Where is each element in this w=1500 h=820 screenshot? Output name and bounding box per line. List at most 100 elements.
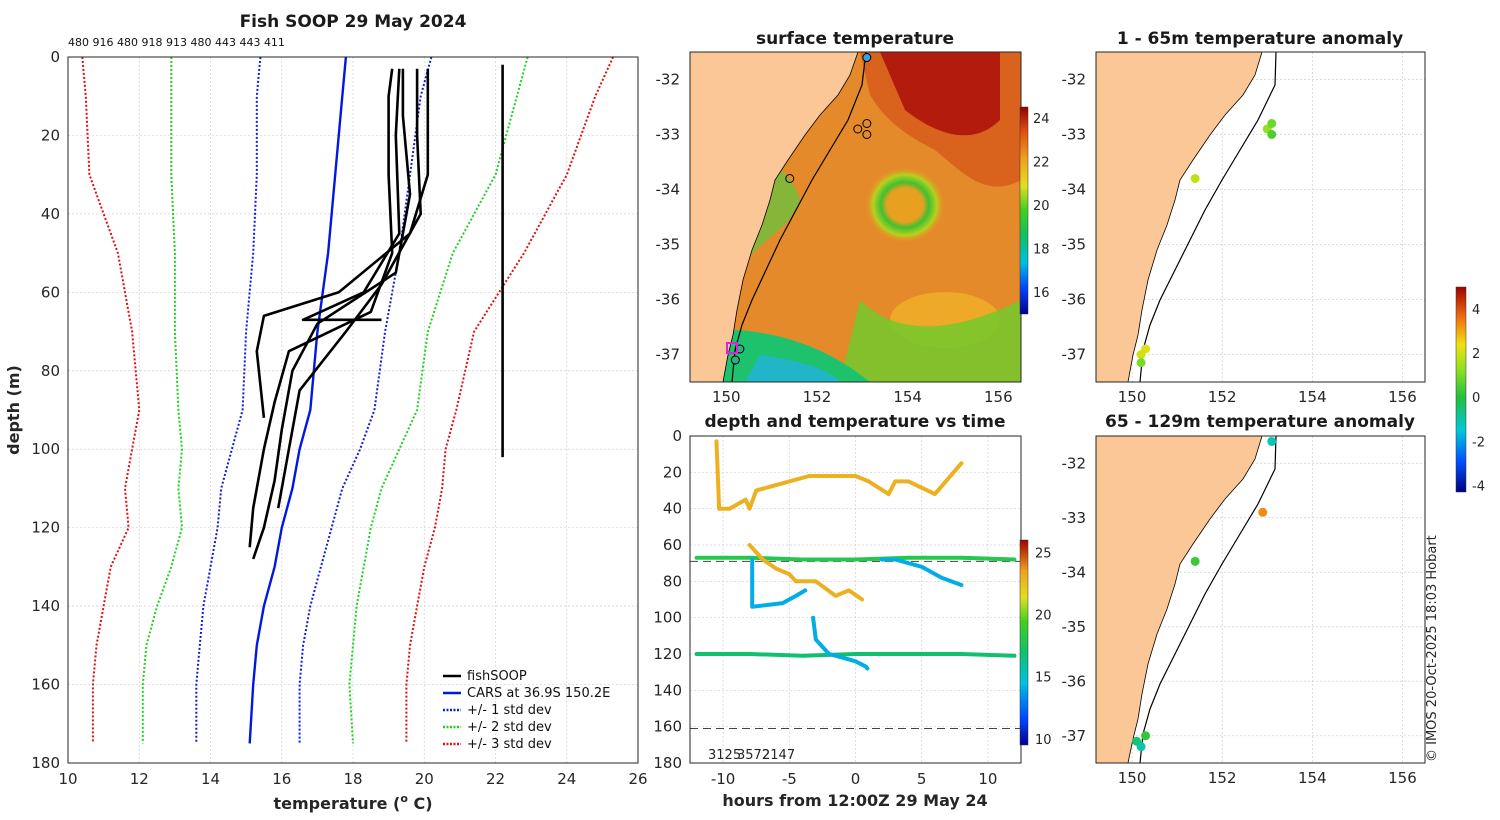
sst-station-marker [862,119,872,128]
profile-legend: fishSOOP CARS at 36.9S 150.2E +/- 1 std … [443,669,610,752]
sst-isobath [731,52,867,382]
anomaly-point [1190,556,1200,566]
profile-ytick: 160 [31,676,60,694]
depth-time-colorbar-label: 10 [1035,733,1052,748]
depth-time-xtick: 5 [917,770,927,788]
map-ytick: -34 [1062,181,1087,199]
map-ytick: -37 [656,346,681,364]
fishsoop-profile [251,68,412,560]
sst-station-marker [730,355,740,365]
profile-xtick: 18 [343,770,362,788]
cars-profile [248,57,348,744]
map-ytick: -35 [1062,236,1087,254]
std1-profile [195,57,262,744]
map-xtick: 154 [1298,769,1327,787]
map-xtick: 152 [1208,769,1237,787]
depth-time-trace [694,555,1017,562]
depth-time-series [690,439,1021,729]
anomaly-shallow-map [1096,52,1277,382]
map-ytick: -37 [1062,346,1087,364]
profile-ytick: 60 [41,283,60,301]
sst-colorbar-label: 16 [1033,286,1050,301]
depth-time-ytick: 80 [663,572,682,590]
depth-time-trace [747,543,865,602]
profile-ytick: 40 [41,205,60,223]
map-xtick: 150 [1118,388,1147,406]
anomaly-point [1267,130,1277,139]
map-ytick: -33 [1062,126,1087,144]
depth-time-trace [694,652,1017,658]
depth-time-xlabel: hours from 12:00Z 29 May 24 [722,791,987,810]
map-ytick: -35 [656,236,681,254]
anomaly-point [1136,358,1146,368]
profile-series [81,57,615,744]
depth-time-trace [750,557,808,609]
profile-ytick: 180 [31,754,60,772]
sst-map-title: surface temperature [756,29,954,49]
depth-time-ytick: 40 [663,500,682,518]
profile-chart-title: Fish SOOP 29 May 2024 [240,12,467,32]
profile-xtick: 10 [58,770,77,788]
depth-time-xtick: -10 [711,770,736,788]
map-xtick: 150 [712,388,741,406]
anomaly-deep-points [1132,436,1277,752]
map-ytick: -36 [656,291,681,309]
depth-time-ytick: 0 [672,427,682,445]
map-xtick: 156 [1388,769,1417,787]
anomaly-colorbar-label: 0 [1472,391,1480,406]
sst-ticks: 150 152 154 156 -32 -33 -34 -35 -36 -37 [656,71,1013,407]
sst-colorbar-ticks: 16 18 20 22 24 [1033,112,1050,301]
anomaly-colorbar-label: -2 [1472,435,1485,450]
depth-time-xtick: 10 [978,770,997,788]
depth-time-ytick: 160 [653,718,682,736]
profile-ytick: 120 [31,519,60,537]
bottom-label-2: 3572 [737,748,770,763]
std2-profile [141,57,183,744]
sst-colorbar-label: 24 [1033,112,1050,127]
depth-time-grid [690,435,1021,764]
depth-time-trace [811,615,870,671]
legend-std2: +/- 2 std dev [467,720,552,735]
map-ytick: -33 [656,126,681,144]
profile-xlabel: temperature (o C) [273,792,432,813]
anomaly-colorbar-label: -4 [1472,479,1485,494]
legend-fishsoop: fishSOOP [467,669,527,684]
sst-current-position [726,342,738,354]
depth-time-xtick: 0 [851,770,861,788]
fishsoop-profile [248,68,394,548]
map-xtick: 152 [1208,388,1237,406]
anomaly-deep-title: 65 - 129m temperature anomaly [1105,412,1415,432]
profile-ytick: 140 [31,597,60,615]
map-ytick: -37 [1062,727,1087,745]
anomaly-map-deep: 65 - 129m temperature anomaly 150 152 154 1… [1062,412,1426,787]
anomaly-deep-isobath [1139,436,1277,763]
map-ytick: -32 [1062,71,1087,89]
depth-time-title: depth and temperature vs time [705,412,1006,432]
map-ytick: -35 [1062,618,1087,636]
anomaly-shallow-ticks: 150 152 154 156 -32 -33 -34 -35 -36 -37 [1062,71,1417,407]
std3-profile [405,57,615,744]
depth-time-trace [714,439,964,511]
profile-ytick: 100 [31,440,60,458]
profile-ylabel: depth (m) [4,365,23,455]
sst-colorbar-label: 18 [1033,243,1050,258]
profile-xtick: 26 [628,770,647,788]
depth-time-chart: depth and temperature vs time -10 -5 0 5 100… [653,412,1051,810]
fishsoop-profile [255,68,430,418]
std3-profile [81,57,141,744]
sst-station-marker [862,53,872,62]
profile-ytick: 80 [41,362,60,380]
anomaly-point [1267,119,1277,128]
bottom-label-1: 3125 [708,748,741,763]
profile-xtick: 14 [201,770,220,788]
map-xtick: 156 [1388,388,1417,406]
map-xtick: 150 [1118,769,1147,787]
depth-time-colorbar-label: 20 [1035,609,1052,624]
anomaly-deep-frame [1095,435,1426,764]
map-ytick: -36 [1062,291,1087,309]
copyright: © IMOS 20-Oct-2025 18:03 Hobart [1425,535,1440,762]
map-ytick: -33 [1062,509,1087,527]
profile-ytick: 20 [41,126,60,144]
sst-colorbar-label: 20 [1033,199,1050,214]
